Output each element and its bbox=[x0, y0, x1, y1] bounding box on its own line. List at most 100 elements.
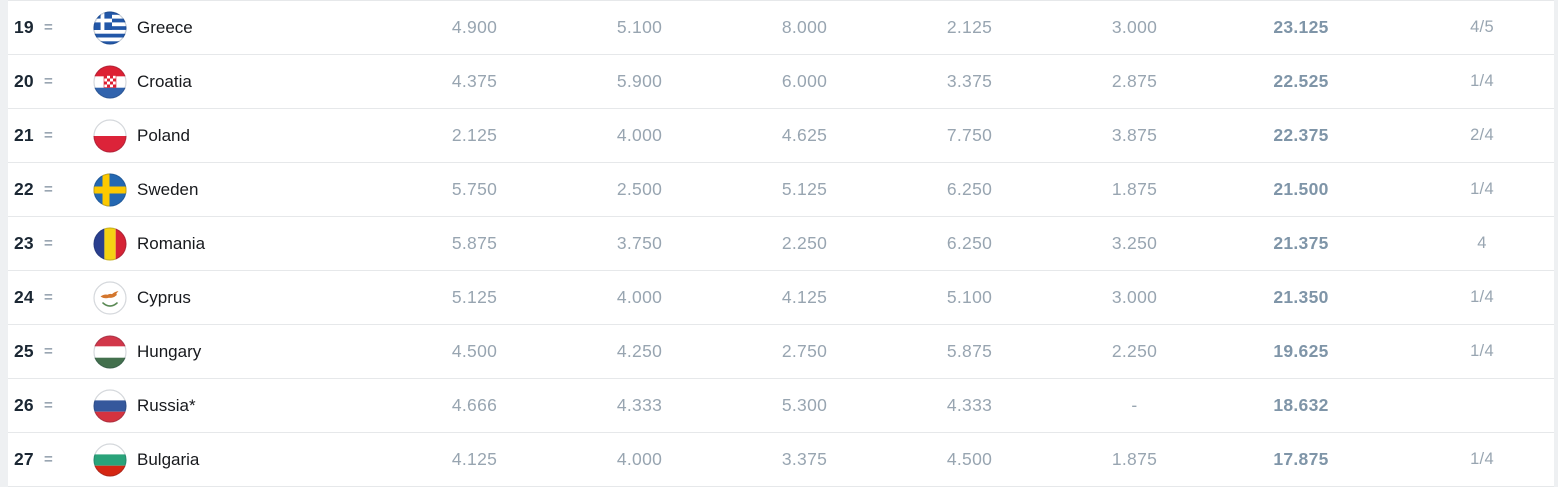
flag-poland-icon bbox=[88, 118, 132, 153]
coefficient-value: 5.125 bbox=[451, 287, 498, 307]
coefficient-value: 5.100 bbox=[616, 17, 663, 37]
flag-croatia-icon bbox=[88, 64, 132, 99]
flag-greece-icon bbox=[88, 10, 132, 45]
coefficient-value: 3.000 bbox=[1111, 287, 1158, 307]
rank-cell: 24 = bbox=[8, 287, 88, 308]
clubs-remaining: 1/4 bbox=[1470, 288, 1494, 306]
table-row[interactable]: 27 = Bulgaria 4.125 4.000 3.375 4.500 1.… bbox=[8, 433, 1554, 487]
total-coefficient: 17.875 bbox=[1273, 449, 1329, 469]
rank-movement-equal: = bbox=[44, 343, 53, 360]
coefficient-value: 2.250 bbox=[781, 233, 828, 253]
coefficient-value: 6.250 bbox=[946, 233, 993, 253]
coefficient-ranking-table: 19 = Greece 4.900 5.100 8.000 2.125 3.00… bbox=[8, 0, 1554, 487]
coefficient-value: 4.333 bbox=[616, 395, 663, 415]
country-name[interactable]: Hungary bbox=[137, 341, 202, 361]
rank-movement-equal: = bbox=[44, 397, 53, 414]
clubs-remaining: 4 bbox=[1477, 234, 1487, 252]
coefficient-value: 5.125 bbox=[781, 179, 828, 199]
table-row[interactable]: 19 = Greece 4.900 5.100 8.000 2.125 3.00… bbox=[8, 1, 1554, 55]
rank-movement-equal: = bbox=[44, 235, 53, 252]
table-row[interactable]: 25 = Hungary 4.500 4.250 2.750 5.875 2.2… bbox=[8, 325, 1554, 379]
coefficient-value: - bbox=[1131, 395, 1138, 415]
coefficient-value: 3.750 bbox=[616, 233, 663, 253]
country-name[interactable]: Greece bbox=[137, 17, 193, 37]
country-name[interactable]: Poland bbox=[137, 125, 190, 145]
total-coefficient: 21.375 bbox=[1273, 233, 1329, 253]
rank-number: 21 bbox=[14, 125, 34, 145]
rank-cell: 25 = bbox=[8, 341, 88, 362]
coefficient-value: 4.625 bbox=[781, 125, 828, 145]
coefficient-value: 4.000 bbox=[616, 449, 663, 469]
rank-movement-equal: = bbox=[44, 181, 53, 198]
coefficient-value: 4.333 bbox=[946, 395, 993, 415]
coefficient-value: 5.750 bbox=[451, 179, 498, 199]
rank-cell: 22 = bbox=[8, 179, 88, 200]
coefficient-value: 5.900 bbox=[616, 71, 663, 91]
rank-cell: 23 = bbox=[8, 233, 88, 254]
coefficient-value: 4.250 bbox=[616, 341, 663, 361]
country-name[interactable]: Bulgaria bbox=[137, 449, 200, 469]
flag-russia-icon bbox=[88, 388, 132, 423]
coefficient-value: 3.000 bbox=[1111, 17, 1158, 37]
coefficient-value: 1.875 bbox=[1111, 449, 1158, 469]
coefficient-value: 3.250 bbox=[1111, 233, 1158, 253]
coefficient-value: 4.125 bbox=[451, 449, 498, 469]
coefficient-value: 5.300 bbox=[781, 395, 828, 415]
coefficient-value: 4.375 bbox=[451, 71, 498, 91]
rank-movement-equal: = bbox=[44, 289, 53, 306]
total-coefficient: 19.625 bbox=[1273, 341, 1329, 361]
rank-cell: 27 = bbox=[8, 449, 88, 470]
total-coefficient: 22.375 bbox=[1273, 125, 1329, 145]
rank-number: 24 bbox=[14, 287, 34, 307]
flag-romania-icon bbox=[88, 226, 132, 261]
coefficient-value: 3.375 bbox=[781, 449, 828, 469]
table-row[interactable]: 24 = Cyprus 5.125 4.000 4.125 5.100 3.00… bbox=[8, 271, 1554, 325]
total-coefficient: 21.350 bbox=[1273, 287, 1329, 307]
rank-cell: 26 = bbox=[8, 395, 88, 416]
table-row[interactable]: 20 = Croatia 4.375 5.900 6.000 3.375 2.8… bbox=[8, 55, 1554, 109]
coefficient-value: 5.100 bbox=[946, 287, 993, 307]
coefficient-value: 5.875 bbox=[946, 341, 993, 361]
coefficient-value: 4.500 bbox=[946, 449, 993, 469]
total-coefficient: 23.125 bbox=[1273, 17, 1329, 37]
flag-sweden-icon bbox=[88, 172, 132, 207]
coefficient-value: 2.750 bbox=[781, 341, 828, 361]
rank-number: 25 bbox=[14, 341, 34, 361]
rank-movement-equal: = bbox=[44, 127, 53, 144]
rank-movement-equal: = bbox=[44, 73, 53, 90]
country-name[interactable]: Cyprus bbox=[137, 287, 191, 307]
rank-number: 26 bbox=[14, 395, 34, 415]
flag-cyprus-icon bbox=[88, 280, 132, 315]
clubs-remaining: 1/4 bbox=[1470, 450, 1494, 468]
country-name[interactable]: Sweden bbox=[137, 179, 199, 199]
coefficient-value: 6.250 bbox=[946, 179, 993, 199]
table-row[interactable]: 26 = Russia* 4.666 4.333 5.300 4.333 - 1… bbox=[8, 379, 1554, 433]
table-row[interactable]: 23 = Romania 5.875 3.750 2.250 6.250 3.2… bbox=[8, 217, 1554, 271]
clubs-remaining: 4/5 bbox=[1470, 18, 1494, 36]
coefficient-value: 4.000 bbox=[616, 125, 663, 145]
total-coefficient: 22.525 bbox=[1273, 71, 1329, 91]
rank-number: 22 bbox=[14, 179, 34, 199]
coefficient-value: 3.875 bbox=[1111, 125, 1158, 145]
coefficient-value: 2.500 bbox=[616, 179, 663, 199]
rank-movement-equal: = bbox=[44, 19, 53, 36]
coefficient-value: 7.750 bbox=[946, 125, 993, 145]
table-row[interactable]: 21 = Poland 2.125 4.000 4.625 7.750 3.87… bbox=[8, 109, 1554, 163]
country-name[interactable]: Russia* bbox=[137, 395, 196, 415]
rank-movement-equal: = bbox=[44, 451, 53, 468]
coefficient-value: 6.000 bbox=[781, 71, 828, 91]
country-name[interactable]: Romania bbox=[137, 233, 206, 253]
clubs-remaining: 1/4 bbox=[1470, 180, 1494, 198]
coefficient-value: 5.875 bbox=[451, 233, 498, 253]
coefficient-value: 2.125 bbox=[451, 125, 498, 145]
table-row[interactable]: 22 = Sweden 5.750 2.500 5.125 6.250 1.87… bbox=[8, 163, 1554, 217]
rank-number: 19 bbox=[14, 17, 34, 37]
rank-cell: 20 = bbox=[8, 71, 88, 92]
rank-number: 20 bbox=[14, 71, 34, 91]
coefficient-value: 8.000 bbox=[781, 17, 828, 37]
coefficient-value: 4.125 bbox=[781, 287, 828, 307]
coefficient-value: 4.900 bbox=[451, 17, 498, 37]
total-coefficient: 18.632 bbox=[1273, 395, 1329, 415]
country-name[interactable]: Croatia bbox=[137, 71, 192, 91]
coefficient-value: 4.666 bbox=[451, 395, 498, 415]
